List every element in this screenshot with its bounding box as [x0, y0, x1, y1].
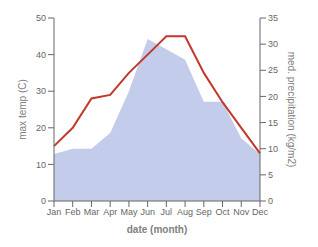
svg-text:25: 25	[268, 65, 278, 75]
svg-text:Aug: Aug	[177, 207, 193, 217]
svg-text:date (month): date (month)	[127, 224, 188, 235]
svg-text:Mar: Mar	[84, 207, 100, 217]
svg-text:Dec: Dec	[252, 207, 269, 217]
svg-text:Feb: Feb	[65, 207, 81, 217]
svg-text:30: 30	[36, 86, 46, 96]
svg-text:50: 50	[36, 13, 46, 23]
svg-text:Apr: Apr	[103, 207, 117, 217]
svg-text:35: 35	[268, 13, 278, 23]
svg-text:Jul: Jul	[161, 207, 173, 217]
svg-text:Sep: Sep	[196, 207, 212, 217]
svg-text:10: 10	[268, 144, 278, 154]
svg-text:max temp (C): max temp (C)	[17, 79, 28, 140]
svg-text:May: May	[120, 207, 138, 217]
svg-text:10: 10	[36, 160, 46, 170]
svg-text:0: 0	[41, 196, 46, 206]
svg-text:Nov: Nov	[233, 207, 250, 217]
svg-text:15: 15	[268, 118, 278, 128]
svg-text:20: 20	[268, 92, 278, 102]
svg-text:0: 0	[268, 196, 273, 206]
svg-text:20: 20	[36, 123, 46, 133]
svg-text:Oct: Oct	[216, 207, 231, 217]
svg-text:40: 40	[36, 50, 46, 60]
svg-text:Jun: Jun	[140, 207, 155, 217]
svg-text:30: 30	[268, 39, 278, 49]
svg-text:5: 5	[268, 170, 273, 180]
svg-text:med. precipitation (kg/m2): med. precipitation (kg/m2)	[286, 52, 297, 168]
svg-text:Jan: Jan	[47, 207, 62, 217]
